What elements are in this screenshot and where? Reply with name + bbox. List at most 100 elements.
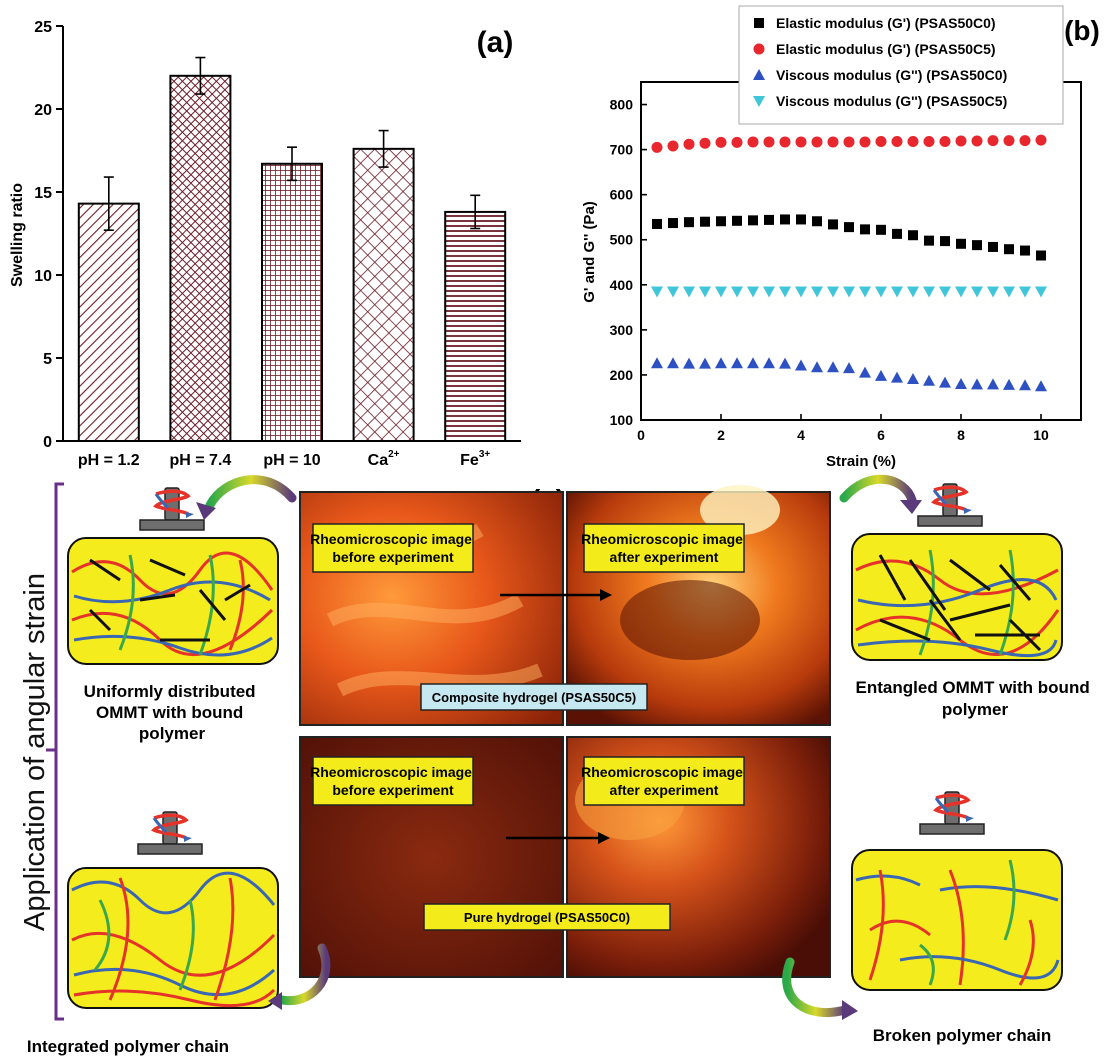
caption-entangled-line1: Entangled OMMT with bound <box>856 678 1090 697</box>
data-point <box>876 224 886 235</box>
data-point <box>700 216 710 227</box>
data-point <box>779 357 791 369</box>
label-box-tl <box>312 523 474 573</box>
label-box-br <box>583 756 745 806</box>
bar <box>169 74 232 443</box>
x-ticks-b: 0 2 4 6 8 10 <box>637 414 1049 443</box>
data-point <box>988 241 998 252</box>
panel-label-a: (a) <box>477 26 514 59</box>
scatter-chart-panel-b: 100 200 300 400 500 600 700 800 0 2 4 6 8 10 Strain … <box>581 5 1100 470</box>
data-point <box>956 238 966 249</box>
label-br-line2: after experiment <box>610 782 719 798</box>
data-point <box>843 136 855 148</box>
data-point <box>812 216 822 227</box>
arrow-pure-head <box>598 832 610 844</box>
x-tick-label-b: 10 <box>1033 427 1049 443</box>
data-point <box>1019 286 1031 298</box>
data-point <box>843 286 855 298</box>
data-point <box>1019 135 1031 147</box>
data-point <box>811 361 823 373</box>
bars-a <box>77 56 507 443</box>
data-point <box>827 286 839 298</box>
data-point <box>716 216 726 227</box>
legend-b: Elastic modulus (G') (PSAS50C0) Elastic m… <box>753 15 1007 109</box>
data-point <box>923 135 935 147</box>
arrow-composite-head <box>600 589 612 601</box>
y-axis-label-a: Swelling ratio <box>9 183 26 287</box>
chains-integrated <box>71 871 276 1008</box>
curved-arrow-head-br <box>842 1000 858 1020</box>
legend-marker <box>753 43 765 55</box>
y-axis-label-b: G' and G'' (Pa) <box>581 201 598 303</box>
data-point <box>972 240 982 251</box>
label-br: Rheomicroscopic image after experiment <box>581 764 747 798</box>
x-tick-label-b: 0 <box>637 427 645 443</box>
caption-pure: Pure hydrogel (PSAS50C0) <box>464 910 630 925</box>
data-point <box>939 286 951 298</box>
data-point <box>699 286 711 298</box>
data-point <box>731 286 743 298</box>
bar <box>261 162 323 442</box>
data-point <box>907 372 919 384</box>
data-point <box>796 214 806 225</box>
data-point <box>955 135 967 147</box>
gel-box-broken <box>851 849 1063 991</box>
caption-uniform-line2: OMMT with bound <box>96 703 243 722</box>
label-tl-line1: Rheomicroscopic image <box>310 531 472 547</box>
data-point <box>924 235 934 246</box>
y-tick-label-a: 25 <box>34 19 52 36</box>
y-tick-label-a: 15 <box>34 185 52 202</box>
data-point <box>667 286 679 298</box>
caption-composite: Composite hydrogel (PSAS50C5) <box>432 690 636 705</box>
schematic-panel-c: (c) Application of angular strain Rheomi… <box>19 474 1095 1056</box>
data-point <box>891 286 903 298</box>
x-tick-label-a: Ca2+ <box>368 449 400 469</box>
caption-entangled: Entangled OMMT with bound polymer <box>856 678 1095 719</box>
data-point <box>811 136 823 148</box>
data-point <box>971 286 983 298</box>
label-tr-line1: Rheomicroscopic image <box>581 531 743 547</box>
data-point <box>667 357 679 369</box>
micro-dark-region <box>620 580 760 660</box>
data-point <box>1004 244 1014 255</box>
data-point <box>715 136 727 148</box>
y-tick-label-a: 0 <box>43 434 52 451</box>
bar <box>444 210 507 442</box>
x-tick-superscript-a: 3+ <box>479 449 491 460</box>
y-tick-label-b: 500 <box>610 232 634 248</box>
y-tick-label-a: 20 <box>34 102 52 119</box>
label-bl: Rheomicroscopic image before experiment <box>310 764 476 798</box>
data-point <box>1003 286 1015 298</box>
data-point <box>907 135 919 147</box>
y-tick-label-b: 700 <box>610 142 634 158</box>
data-point <box>892 228 902 239</box>
x-axis-label-b: Strain (%) <box>826 453 896 470</box>
data-point <box>875 369 887 381</box>
data-point <box>971 135 983 147</box>
data-point <box>859 286 871 298</box>
data-point <box>859 366 871 378</box>
caption-uniform-line3: polymer <box>139 724 206 743</box>
x-tick-superscript-a: 2+ <box>388 449 400 460</box>
data-point <box>763 286 775 298</box>
curved-arrows <box>205 474 917 1018</box>
caption-entangled-line2: polymer <box>942 700 1009 719</box>
x-tick-label-a: pH = 1.2 <box>78 452 140 469</box>
y-tick-label-b: 600 <box>610 187 634 203</box>
curved-arrow-head-tl <box>196 502 216 520</box>
x-tick-label-b: 6 <box>877 427 885 443</box>
data-point <box>747 136 759 148</box>
bar-chart-panel-a: 0 5 10 15 20 25 pH = 1.2 pH = 7.4 pH = 10 Ca2+ Fe… <box>9 19 521 469</box>
chains-broken <box>855 859 1060 986</box>
curved-arrow-head-bl <box>268 992 282 1010</box>
micro-bright-spot <box>700 485 780 535</box>
side-bracket <box>54 482 64 1021</box>
data-point <box>859 136 871 148</box>
data-point <box>779 286 791 298</box>
data-point <box>811 286 823 298</box>
x-tick-label-b: 2 <box>717 427 725 443</box>
data-point <box>955 377 967 389</box>
legend-label: Elastic modulus (G') (PSAS50C0) <box>776 15 996 31</box>
data-point <box>651 286 663 298</box>
